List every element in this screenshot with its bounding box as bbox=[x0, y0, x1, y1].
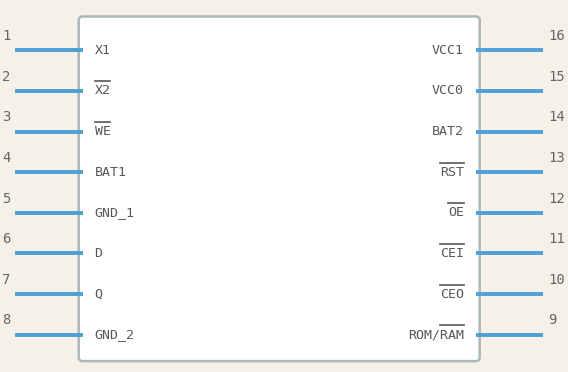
Text: VCC1: VCC1 bbox=[432, 44, 464, 57]
Text: 1: 1 bbox=[2, 29, 10, 43]
Text: RST: RST bbox=[440, 166, 464, 179]
Text: GND_2: GND_2 bbox=[94, 328, 135, 341]
Text: 10: 10 bbox=[548, 273, 565, 287]
Text: 15: 15 bbox=[548, 70, 565, 84]
Text: BAT1: BAT1 bbox=[94, 166, 127, 179]
Text: VCC0: VCC0 bbox=[432, 84, 464, 97]
Text: 3: 3 bbox=[2, 110, 10, 124]
Text: 14: 14 bbox=[548, 110, 565, 124]
Text: Q: Q bbox=[94, 288, 103, 301]
Text: 12: 12 bbox=[548, 192, 565, 205]
Text: CEI: CEI bbox=[440, 247, 464, 260]
Text: 13: 13 bbox=[548, 151, 565, 165]
Text: CEO: CEO bbox=[440, 288, 464, 301]
Text: 9: 9 bbox=[548, 314, 557, 327]
Text: X2: X2 bbox=[94, 84, 111, 97]
Text: X1: X1 bbox=[94, 44, 111, 57]
Text: WE: WE bbox=[94, 125, 111, 138]
Text: D: D bbox=[94, 247, 103, 260]
Text: 4: 4 bbox=[2, 151, 10, 165]
Text: ROM/RAM: ROM/RAM bbox=[408, 328, 464, 341]
Text: BAT2: BAT2 bbox=[432, 125, 464, 138]
Text: 2: 2 bbox=[2, 70, 10, 84]
Text: OE: OE bbox=[448, 206, 464, 219]
Text: 16: 16 bbox=[548, 29, 565, 43]
Text: 11: 11 bbox=[548, 232, 565, 246]
Text: 7: 7 bbox=[2, 273, 10, 287]
Text: 6: 6 bbox=[2, 232, 10, 246]
FancyBboxPatch shape bbox=[79, 16, 480, 361]
Text: GND_1: GND_1 bbox=[94, 206, 135, 219]
Text: 5: 5 bbox=[2, 192, 10, 205]
Text: 8: 8 bbox=[2, 314, 10, 327]
